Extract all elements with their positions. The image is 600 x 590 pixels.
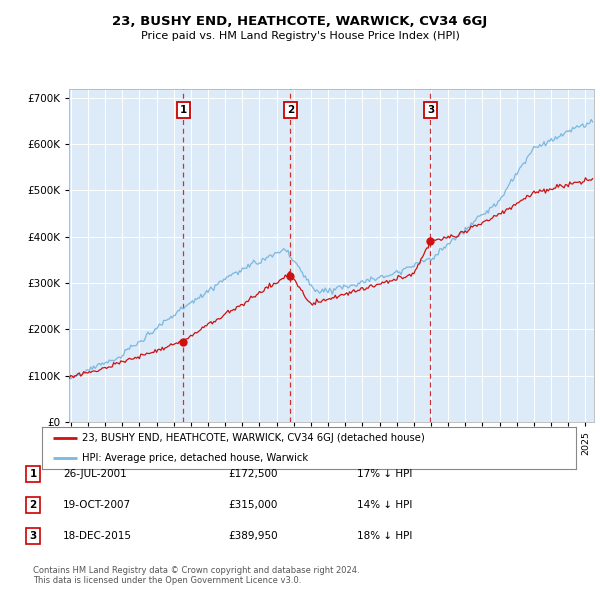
Text: 18-DEC-2015: 18-DEC-2015 — [63, 531, 132, 540]
Text: £389,950: £389,950 — [228, 531, 278, 540]
Text: 19-OCT-2007: 19-OCT-2007 — [63, 500, 131, 510]
Text: £315,000: £315,000 — [228, 500, 277, 510]
Text: 23, BUSHY END, HEATHCOTE, WARWICK, CV34 6GJ: 23, BUSHY END, HEATHCOTE, WARWICK, CV34 … — [112, 15, 488, 28]
Text: HPI: Average price, detached house, Warwick: HPI: Average price, detached house, Warw… — [82, 453, 308, 463]
Text: Price paid vs. HM Land Registry's House Price Index (HPI): Price paid vs. HM Land Registry's House … — [140, 31, 460, 41]
Text: 14% ↓ HPI: 14% ↓ HPI — [357, 500, 412, 510]
Text: 18% ↓ HPI: 18% ↓ HPI — [357, 531, 412, 540]
Text: 3: 3 — [427, 105, 434, 115]
Text: 1: 1 — [29, 470, 37, 479]
Text: 23, BUSHY END, HEATHCOTE, WARWICK, CV34 6GJ (detached house): 23, BUSHY END, HEATHCOTE, WARWICK, CV34 … — [82, 433, 425, 443]
Text: 2: 2 — [287, 105, 294, 115]
Text: 3: 3 — [29, 531, 37, 540]
Text: 1: 1 — [179, 105, 187, 115]
Text: 2: 2 — [29, 500, 37, 510]
Text: 17% ↓ HPI: 17% ↓ HPI — [357, 470, 412, 479]
Text: £172,500: £172,500 — [228, 470, 277, 479]
Text: Contains HM Land Registry data © Crown copyright and database right 2024.
This d: Contains HM Land Registry data © Crown c… — [33, 566, 359, 585]
Text: 26-JUL-2001: 26-JUL-2001 — [63, 470, 127, 479]
